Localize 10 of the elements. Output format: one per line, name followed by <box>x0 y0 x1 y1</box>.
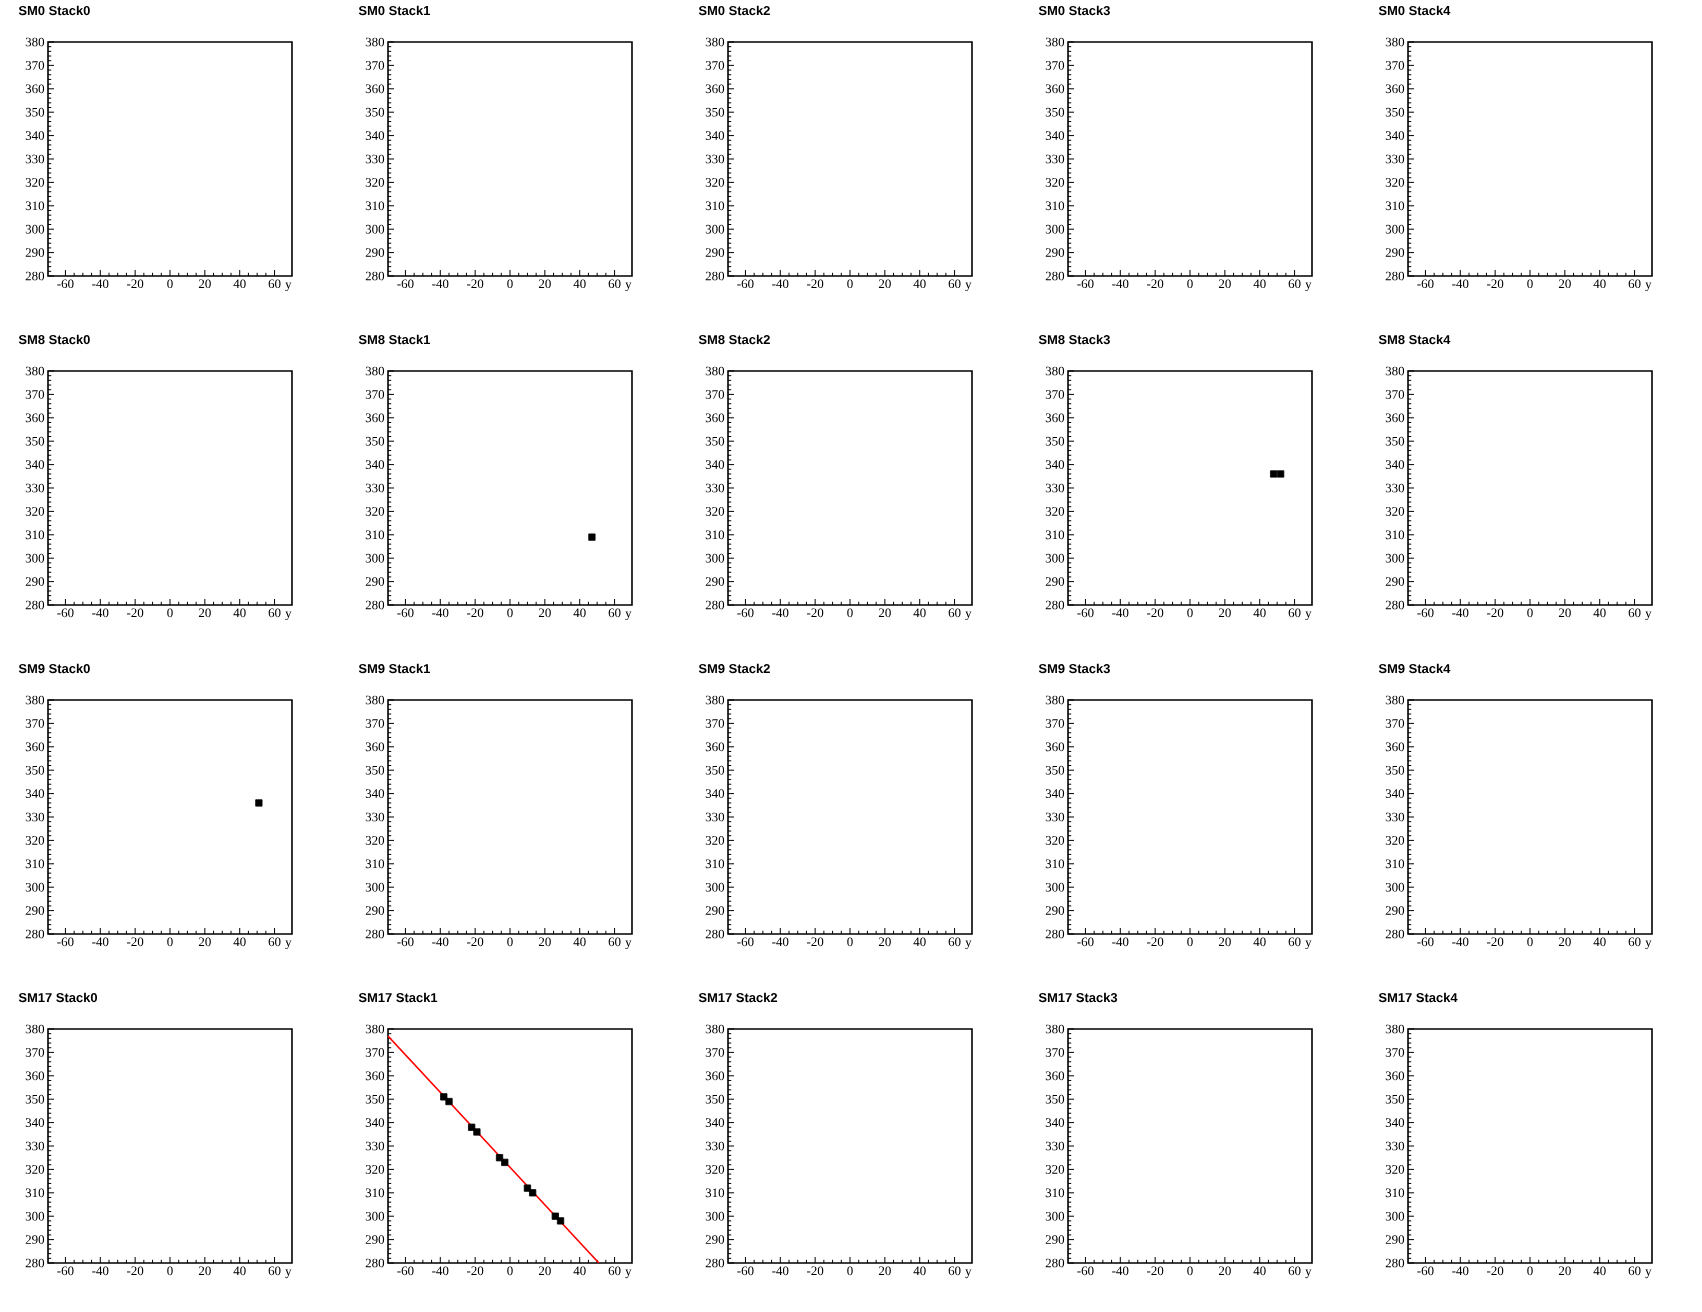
point <box>556 1217 565 1225</box>
point <box>468 1123 476 1131</box>
point <box>473 1128 481 1136</box>
point <box>445 1097 453 1106</box>
point <box>440 1093 448 1101</box>
point <box>495 1154 504 1162</box>
point <box>523 1184 532 1192</box>
point <box>501 1158 509 1166</box>
point <box>551 1212 559 1220</box>
point <box>529 1189 537 1197</box>
